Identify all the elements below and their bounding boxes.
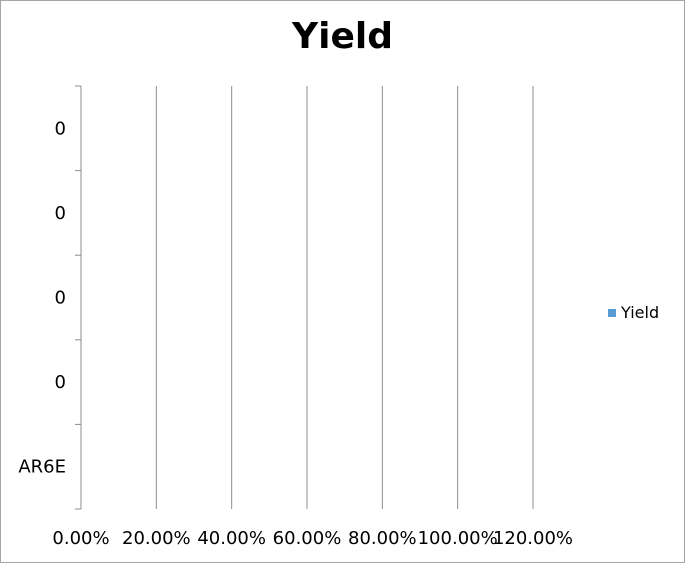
y-tick-label: AR6E (18, 457, 66, 478)
y-tick-label: 0 (55, 118, 66, 139)
y-tick-label: 0 (55, 203, 66, 224)
x-tick-label: 80.00% (348, 528, 417, 549)
y-tick-label: 0 (55, 372, 66, 393)
x-tick-label: 120.00% (493, 528, 573, 549)
x-tick-label: 60.00% (273, 528, 342, 549)
x-tick-label: 40.00% (197, 528, 266, 549)
legend: Yield (608, 303, 659, 322)
x-tick-label: 20.00% (122, 528, 191, 549)
chart-title: Yield (292, 16, 393, 57)
y-tick-label: 0 (55, 288, 66, 309)
x-tick-label: 0.00% (52, 528, 109, 549)
legend-swatch-yield (608, 308, 616, 317)
x-tick-label: 100.00% (418, 528, 498, 549)
legend-label-yield: Yield (621, 303, 660, 322)
